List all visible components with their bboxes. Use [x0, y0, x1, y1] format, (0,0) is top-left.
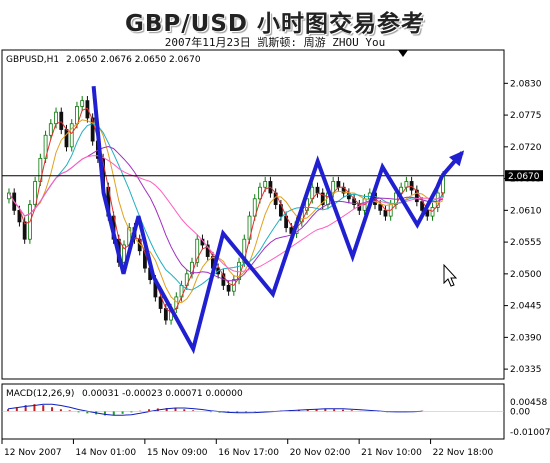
candle-body [90, 117, 95, 142]
candle-body [17, 209, 22, 223]
time-tick-label: 12 Nov 2007 [4, 448, 62, 458]
candle-body [163, 308, 168, 321]
candle-body [414, 189, 419, 203]
candle-body [237, 261, 241, 281]
candle-body [64, 129, 69, 148]
symbol-label: GBPUSD,H1 [6, 55, 59, 65]
candle-body [22, 221, 27, 240]
candle-body [336, 181, 341, 188]
candle-body [404, 181, 409, 188]
price-tick-label: 2.0720 [510, 143, 542, 153]
price-tick-label: 2.0335 [510, 365, 542, 375]
candle-body [315, 186, 320, 194]
candle-body [399, 186, 404, 194]
candle-body [383, 209, 388, 217]
wave-path-series [91, 86, 445, 355]
candle-body [252, 198, 257, 217]
candle-body [33, 181, 38, 205]
macd-tick-label: 0.00 [510, 407, 530, 417]
time-tick-label: 15 Nov 09:00 [147, 448, 208, 458]
candle-body [263, 181, 268, 188]
price-axis: 2.08302.07752.07202.06652.06102.05552.05… [504, 79, 542, 375]
time-tick-label: 20 Nov 02:00 [290, 448, 351, 458]
macd-histogram [2, 403, 504, 416]
mouse-cursor-icon [443, 263, 458, 287]
candle-body [48, 123, 53, 136]
macd-label: MACD(12,26,9) [6, 389, 74, 399]
price-tick-label: 2.0830 [510, 79, 542, 89]
time-tick-label: 22 Nov 18:00 [433, 448, 494, 458]
candle-body [122, 244, 126, 263]
current-price-tag: 2.0670 [505, 170, 543, 182]
candle-body [54, 111, 58, 125]
time-tick-label: 21 Nov 10:00 [361, 448, 422, 458]
candle-body [258, 186, 262, 200]
candle-body [205, 244, 210, 257]
chart-subtitle: 2007年11月23日 凯斯顿: 周游 ZHOU You [164, 36, 386, 49]
ohlc-label: 2.0650 2.0676 2.0650 2.0670 [66, 55, 201, 65]
candle-body [75, 106, 79, 125]
price-tick-label: 2.0390 [510, 333, 542, 343]
current-price-label: 2.0670 [508, 172, 540, 182]
candle-body [59, 111, 64, 130]
price-tick-label: 2.0610 [510, 206, 542, 216]
candle-body [425, 209, 430, 217]
candle-body [378, 204, 383, 211]
candle-body [143, 250, 147, 269]
candle-body [320, 192, 325, 205]
chart-title: GBP/USD 小时图交易参考 [124, 11, 425, 37]
time-tick-label: 14 Nov 01:00 [75, 448, 136, 458]
macd-tick-label: -0.01007 [510, 428, 550, 438]
time-tick-label: 16 Nov 17:00 [218, 448, 279, 458]
trend-arrow [440, 150, 465, 287]
candle-body [420, 201, 424, 211]
candle-body [158, 296, 163, 309]
candle-body [226, 284, 231, 292]
macd-values-label: 0.00031 -0.00023 0.00071 0.00000 [82, 389, 243, 399]
time-axis: 12 Nov 2007 14 Nov 01:00 15 Nov 09:00 16 No… [1, 439, 494, 458]
price-tick-label: 2.0445 [510, 302, 542, 312]
candle-body [69, 123, 74, 148]
price-tick-label: 2.0775 [510, 111, 542, 121]
candle-body [195, 238, 200, 263]
chart-shift-marker [398, 50, 408, 57]
price-tick-label: 2.0555 [510, 238, 542, 248]
arrow-head [449, 150, 465, 167]
price-tick-label: 2.0500 [510, 270, 542, 280]
macd-tick-label: 0.00458 [510, 398, 547, 408]
candle-body [80, 100, 85, 107]
